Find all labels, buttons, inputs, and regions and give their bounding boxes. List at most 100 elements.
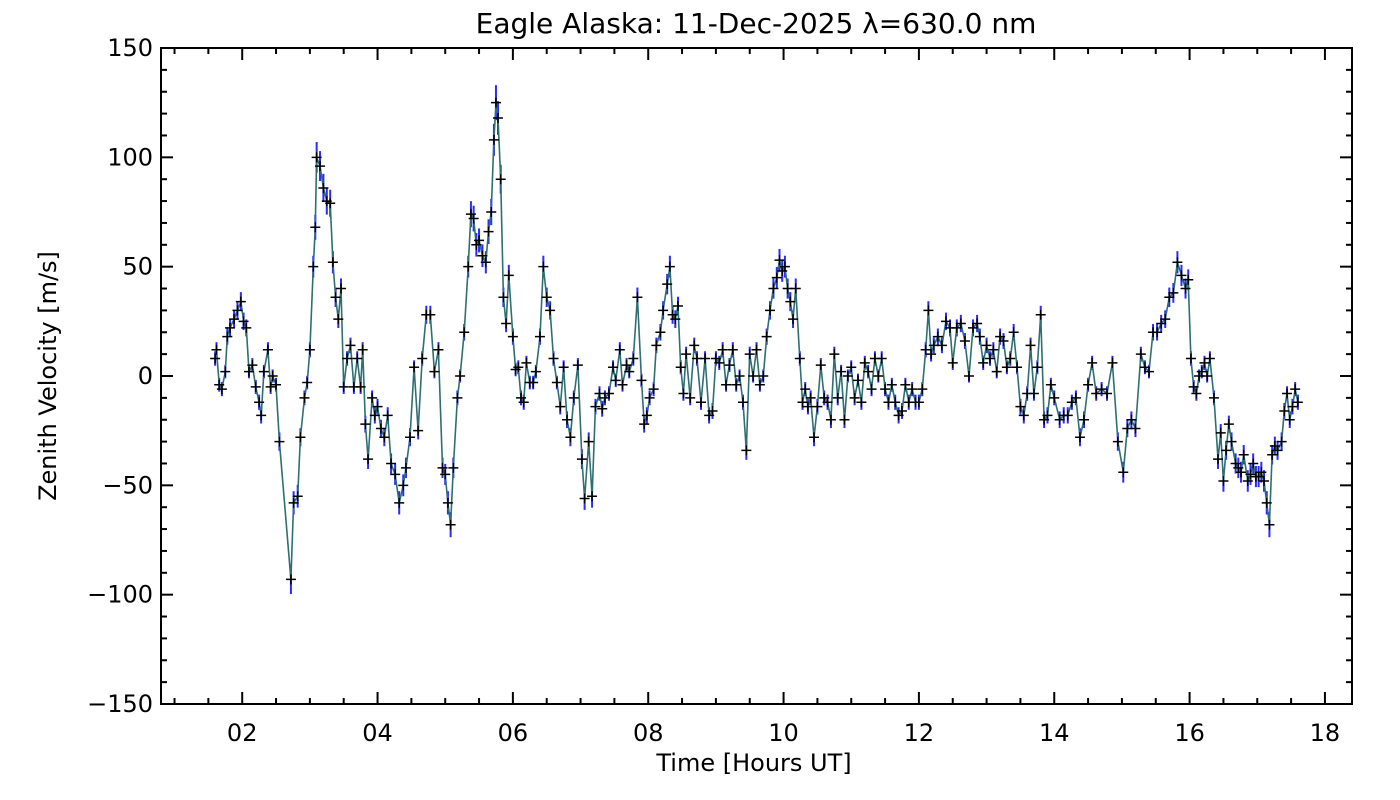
x-tick-label: 06 bbox=[498, 719, 529, 747]
data-point bbox=[678, 388, 689, 399]
data-point bbox=[825, 414, 836, 425]
data-point bbox=[330, 292, 341, 303]
data-point bbox=[1245, 469, 1256, 480]
data-point bbox=[794, 353, 805, 364]
data-point bbox=[400, 462, 411, 473]
data-point bbox=[658, 305, 669, 316]
data-point bbox=[492, 112, 503, 123]
data-point bbox=[812, 401, 823, 412]
data-point bbox=[621, 360, 632, 371]
data-point bbox=[1049, 392, 1060, 403]
data-point bbox=[853, 375, 864, 386]
data-point bbox=[521, 357, 532, 368]
x-tick-label: 18 bbox=[1310, 719, 1341, 747]
data-point bbox=[790, 283, 801, 294]
data-point bbox=[721, 379, 732, 390]
data-point bbox=[355, 381, 366, 392]
data-point bbox=[1025, 340, 1036, 351]
x-tick-label: 08 bbox=[633, 719, 664, 747]
data-point bbox=[1135, 349, 1146, 360]
data-point bbox=[308, 261, 319, 272]
data-point bbox=[822, 397, 833, 408]
data-point bbox=[1208, 392, 1219, 403]
data-point bbox=[488, 134, 499, 145]
data-point bbox=[285, 574, 296, 585]
data-point bbox=[664, 261, 675, 272]
data-point bbox=[873, 371, 884, 381]
data-point bbox=[832, 392, 843, 403]
data-point bbox=[417, 353, 428, 364]
data-point bbox=[1287, 401, 1298, 412]
data-point bbox=[597, 403, 608, 414]
data-point bbox=[785, 296, 796, 307]
data-point bbox=[1126, 414, 1137, 425]
data-point bbox=[1074, 432, 1085, 443]
data-point bbox=[357, 344, 368, 355]
data-point bbox=[459, 327, 470, 338]
data-point bbox=[632, 292, 643, 303]
data-point bbox=[437, 462, 448, 473]
data-point bbox=[641, 410, 652, 421]
data-point bbox=[805, 392, 816, 403]
data-point bbox=[222, 331, 233, 342]
data-point bbox=[737, 397, 748, 408]
data-point bbox=[534, 331, 545, 342]
data-point bbox=[558, 362, 569, 373]
data-point bbox=[295, 432, 306, 443]
data-point bbox=[1221, 445, 1232, 456]
x-axis-label: Time [Hours UT] bbox=[655, 749, 851, 777]
data-point bbox=[538, 261, 549, 272]
data-point bbox=[788, 314, 799, 325]
series-line bbox=[214, 101, 1299, 581]
data-point bbox=[425, 309, 436, 320]
data-point bbox=[675, 362, 686, 373]
data-point bbox=[372, 401, 383, 412]
data-point bbox=[771, 272, 782, 283]
data-point bbox=[696, 397, 707, 408]
data-point bbox=[947, 357, 958, 368]
data-point bbox=[1042, 410, 1053, 421]
data-point bbox=[998, 336, 1009, 347]
data-point bbox=[342, 353, 353, 364]
data-point bbox=[707, 405, 718, 416]
data-point bbox=[923, 305, 934, 316]
data-point bbox=[1213, 454, 1224, 465]
data-point bbox=[271, 379, 282, 390]
data-point bbox=[1242, 475, 1253, 486]
data-point bbox=[1130, 423, 1141, 434]
data-point bbox=[579, 493, 590, 504]
data-point bbox=[988, 344, 999, 355]
data-point bbox=[802, 401, 813, 412]
data-point bbox=[809, 432, 820, 443]
x-tick-label: 02 bbox=[227, 719, 258, 747]
data-point bbox=[727, 344, 738, 355]
data-point bbox=[1264, 519, 1275, 530]
data-point bbox=[445, 519, 456, 530]
data-point bbox=[495, 174, 506, 185]
data-point bbox=[409, 362, 420, 373]
y-tick-label: 50 bbox=[122, 253, 153, 281]
data-point bbox=[836, 366, 847, 377]
data-point bbox=[302, 377, 313, 388]
data-point bbox=[1160, 314, 1171, 325]
data-point bbox=[1267, 449, 1278, 460]
data-point bbox=[1096, 384, 1107, 395]
data-point bbox=[318, 182, 329, 193]
data-point bbox=[1018, 410, 1029, 421]
data-point bbox=[548, 353, 559, 364]
data-point bbox=[288, 497, 299, 508]
y-tick-label: −100 bbox=[87, 581, 153, 609]
data-point bbox=[440, 469, 451, 480]
data-point bbox=[448, 462, 459, 473]
data-point bbox=[541, 292, 552, 303]
data-point bbox=[1079, 414, 1090, 425]
data-point bbox=[480, 257, 491, 268]
data-point bbox=[842, 371, 853, 381]
data-point bbox=[216, 384, 227, 395]
chart-title: Eagle Alaska: 11-Dec-2025 λ=630.0 nm bbox=[476, 7, 1037, 40]
data-point bbox=[700, 353, 711, 364]
data-point bbox=[382, 410, 393, 421]
data-point bbox=[797, 397, 808, 408]
data-point bbox=[748, 371, 759, 381]
data-point bbox=[1259, 475, 1270, 486]
